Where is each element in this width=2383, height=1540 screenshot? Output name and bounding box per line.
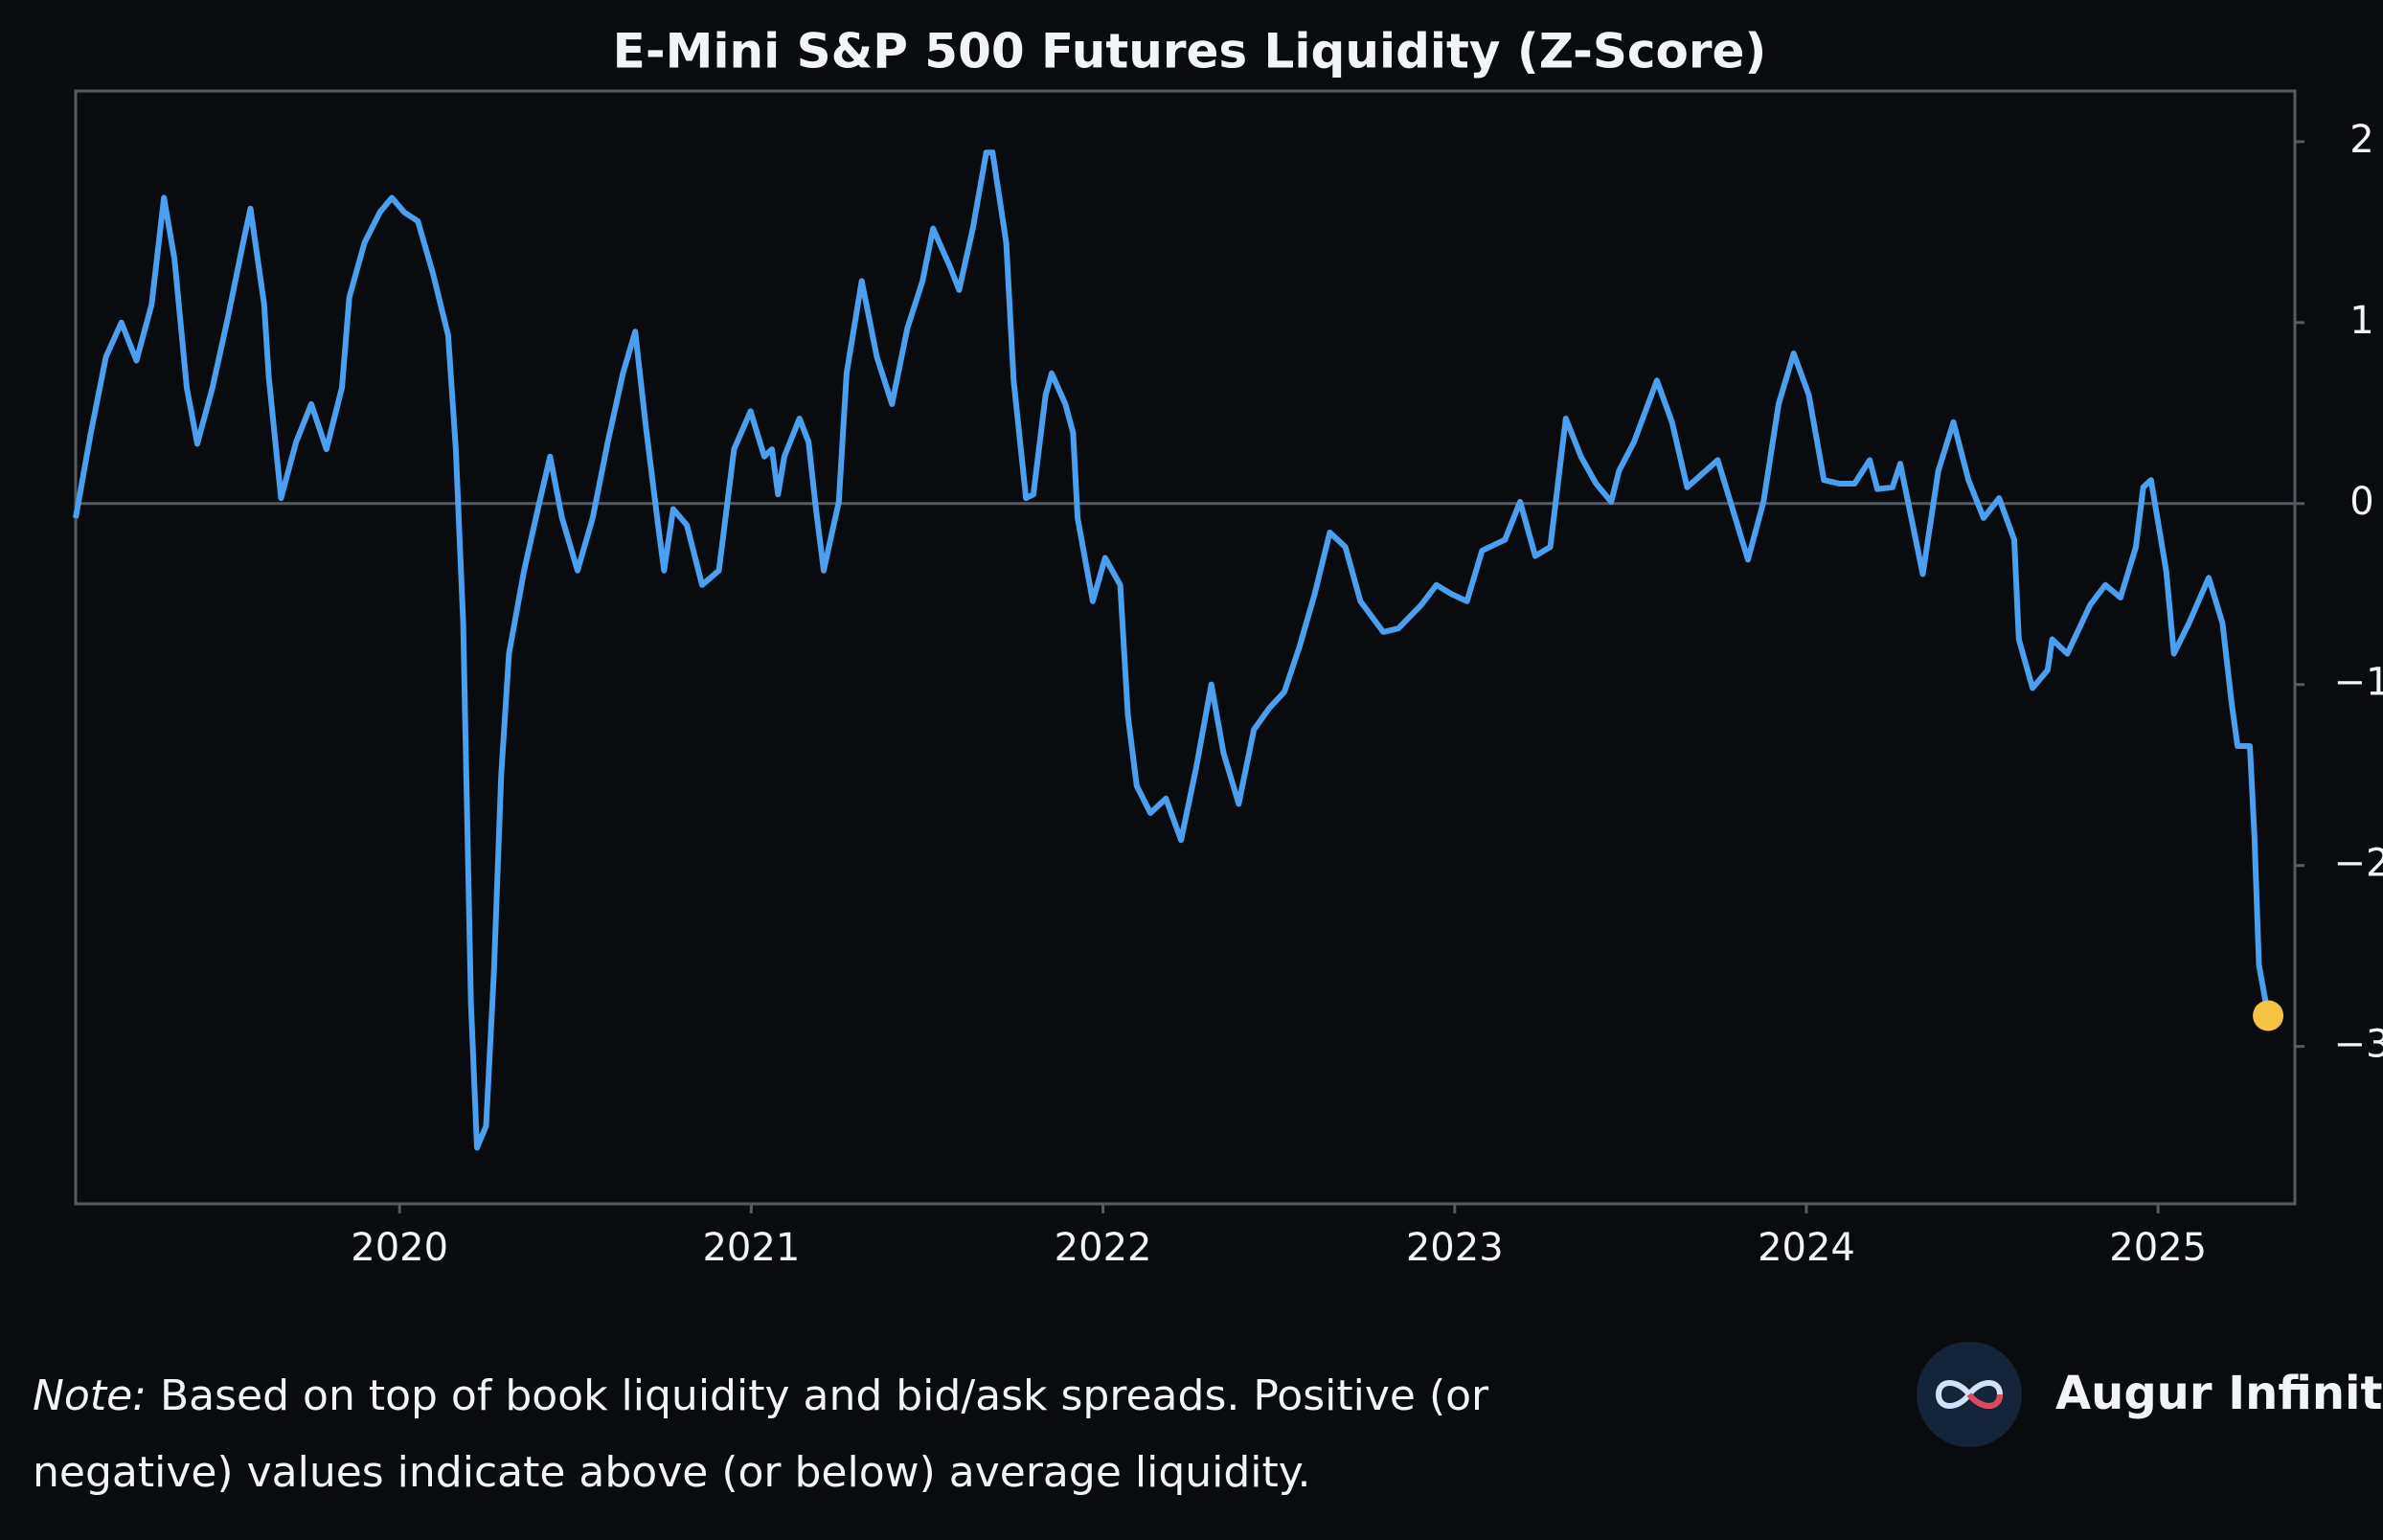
y-tick-label: −2	[2334, 842, 2383, 886]
note-text: Based on top of book liquidity and bid/a…	[160, 1371, 1489, 1420]
x-tick-label: 2022	[1055, 1226, 1152, 1270]
x-tick-label: 2024	[1758, 1226, 1855, 1270]
brand-name: Augur Infinity	[2055, 1367, 2383, 1420]
note-line-1: Note: Based on top of book liquidity and…	[33, 1371, 1489, 1420]
x-tick-label: 2021	[702, 1226, 800, 1270]
y-tick-label: 0	[2349, 480, 2373, 524]
y-tick-label: −3	[2334, 1023, 2383, 1067]
plot-frame	[74, 89, 2297, 1206]
series-line	[73, 149, 2272, 1151]
x-tick-label: 2020	[351, 1226, 448, 1270]
note-label: Note:	[33, 1371, 147, 1420]
chart-title: E-Mini S&P 500 Futures Liquidity (Z-Scor…	[613, 24, 1767, 79]
note-line-2: negative) values indicate above (or belo…	[33, 1448, 1311, 1497]
x-tick-label: 2023	[1406, 1226, 1504, 1270]
last-point	[2253, 1000, 2284, 1031]
y-tick-label: 2	[2349, 118, 2373, 162]
brand-logo	[1917, 1342, 2022, 1447]
x-tick-label: 2025	[2109, 1226, 2207, 1270]
y-tick-label: 1	[2349, 299, 2373, 343]
y-tick-label: −1	[2334, 661, 2383, 705]
